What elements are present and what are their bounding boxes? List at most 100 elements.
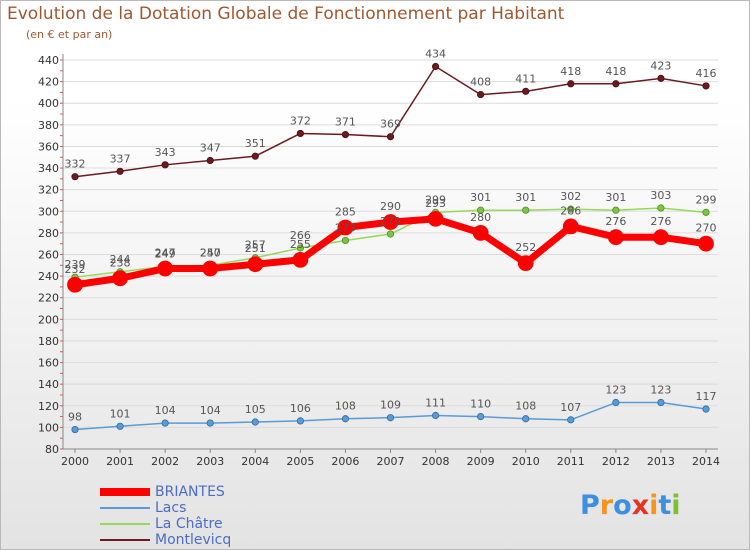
- x-tick-label: 2010: [512, 455, 540, 468]
- data-label: 232: [65, 263, 86, 276]
- data-label: 434: [425, 47, 446, 60]
- data-label: 293: [425, 197, 446, 210]
- legend-swatch: [100, 488, 150, 496]
- data-point: [382, 214, 399, 230]
- data-label: 299: [425, 193, 446, 206]
- data-label: 244: [110, 253, 131, 266]
- data-point: [431, 411, 440, 420]
- x-tick-label: 2002: [151, 455, 179, 468]
- data-label: 303: [650, 189, 671, 202]
- x-tick-label: 2012: [602, 455, 630, 468]
- data-label: 279: [380, 215, 401, 228]
- data-label: 252: [515, 241, 536, 254]
- legend-label: Montlevicq: [155, 532, 232, 548]
- y-tick-label: 120: [38, 400, 59, 413]
- data-point: [522, 206, 530, 214]
- data-point: [112, 270, 128, 287]
- y-tick-label: 420: [38, 76, 59, 89]
- data-label: 332: [65, 158, 86, 171]
- legend-label: La Châtre: [155, 516, 223, 532]
- data-point: [477, 90, 485, 99]
- data-label: 238: [110, 256, 131, 269]
- data-point: [612, 80, 620, 88]
- x-tick-label: 2001: [106, 455, 134, 468]
- data-label: 371: [335, 116, 356, 129]
- data-point: [702, 82, 710, 90]
- y-tick-label: 100: [38, 421, 59, 434]
- y-tick-label: 380: [38, 119, 59, 132]
- data-label: 280: [470, 211, 491, 224]
- data-label: 286: [560, 204, 581, 217]
- data-point: [431, 62, 440, 71]
- data-point: [206, 156, 214, 165]
- proxiti-logo: Proxiti: [580, 490, 681, 521]
- logo-letter: P: [580, 490, 600, 521]
- data-label: 347: [200, 141, 221, 154]
- data-label: 337: [110, 152, 131, 165]
- data-point: [386, 414, 395, 422]
- y-tick-label: 440: [38, 54, 59, 67]
- y-tick-label: 340: [38, 162, 59, 175]
- data-point: [567, 80, 575, 88]
- x-tick-label: 2005: [286, 455, 314, 468]
- data-point: [612, 206, 620, 214]
- x-tick-label: 2008: [422, 455, 450, 468]
- data-point: [702, 405, 710, 413]
- data-label: 372: [290, 114, 311, 127]
- data-point: [296, 129, 304, 138]
- x-tick-label: 2004: [241, 455, 269, 468]
- data-label: 250: [200, 246, 221, 259]
- data-label: 343: [155, 146, 176, 159]
- data-label: 416: [696, 67, 717, 80]
- data-point: [341, 415, 350, 423]
- data-label: 273: [335, 221, 356, 234]
- y-tick-label: 240: [38, 270, 59, 283]
- data-point: [251, 418, 259, 426]
- data-label: 285: [335, 205, 356, 218]
- data-point: [612, 398, 620, 407]
- x-tick-label: 2009: [467, 455, 495, 468]
- x-tick-label: 2006: [331, 455, 359, 468]
- data-label: 423: [650, 59, 671, 72]
- data-point: [292, 252, 309, 268]
- data-label: 418: [605, 65, 626, 78]
- data-point: [657, 398, 665, 407]
- y-tick-label: 220: [38, 292, 59, 305]
- y-tick-label: 160: [38, 357, 59, 370]
- data-label: 251: [245, 242, 266, 255]
- data-point: [607, 229, 624, 246]
- y-tick-label: 280: [38, 227, 59, 240]
- data-label: 108: [335, 400, 356, 413]
- data-label: 108: [515, 400, 536, 413]
- data-label: 101: [110, 407, 131, 420]
- data-label: 411: [515, 72, 536, 85]
- logo-letter: r: [599, 490, 614, 521]
- x-tick-label: 2000: [61, 455, 89, 468]
- data-point: [296, 417, 304, 425]
- data-label: 257: [245, 239, 266, 252]
- data-point: [702, 208, 710, 216]
- x-tick-label: 2013: [647, 455, 675, 468]
- data-label: 369: [380, 118, 401, 131]
- data-point: [251, 152, 259, 160]
- data-label: 290: [380, 200, 401, 213]
- y-tick-label: 320: [38, 184, 59, 197]
- y-tick-label: 200: [38, 313, 59, 326]
- data-label: 117: [696, 390, 717, 403]
- data-point: [522, 87, 530, 95]
- data-label: 107: [560, 401, 581, 414]
- y-tick-label: 80: [45, 443, 59, 456]
- chart-title: Evolution de la Dotation Globale de Fonc…: [7, 4, 565, 24]
- data-label: 109: [380, 399, 401, 412]
- data-label: 301: [515, 191, 536, 204]
- x-tick-label: 2003: [196, 455, 224, 468]
- data-label: 255: [290, 238, 311, 251]
- data-label: 104: [200, 404, 221, 417]
- data-label: 276: [650, 215, 671, 228]
- x-tick-label: 2007: [377, 455, 405, 468]
- y-tick-label: 180: [38, 335, 59, 348]
- data-label: 105: [245, 403, 266, 416]
- data-label: 408: [470, 76, 491, 89]
- logo-letter: o: [613, 490, 632, 521]
- logo-letter: x: [631, 490, 650, 521]
